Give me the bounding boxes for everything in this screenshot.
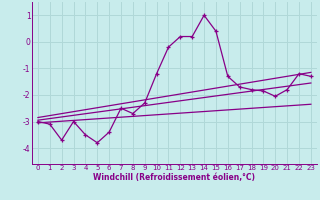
X-axis label: Windchill (Refroidissement éolien,°C): Windchill (Refroidissement éolien,°C) bbox=[93, 173, 255, 182]
